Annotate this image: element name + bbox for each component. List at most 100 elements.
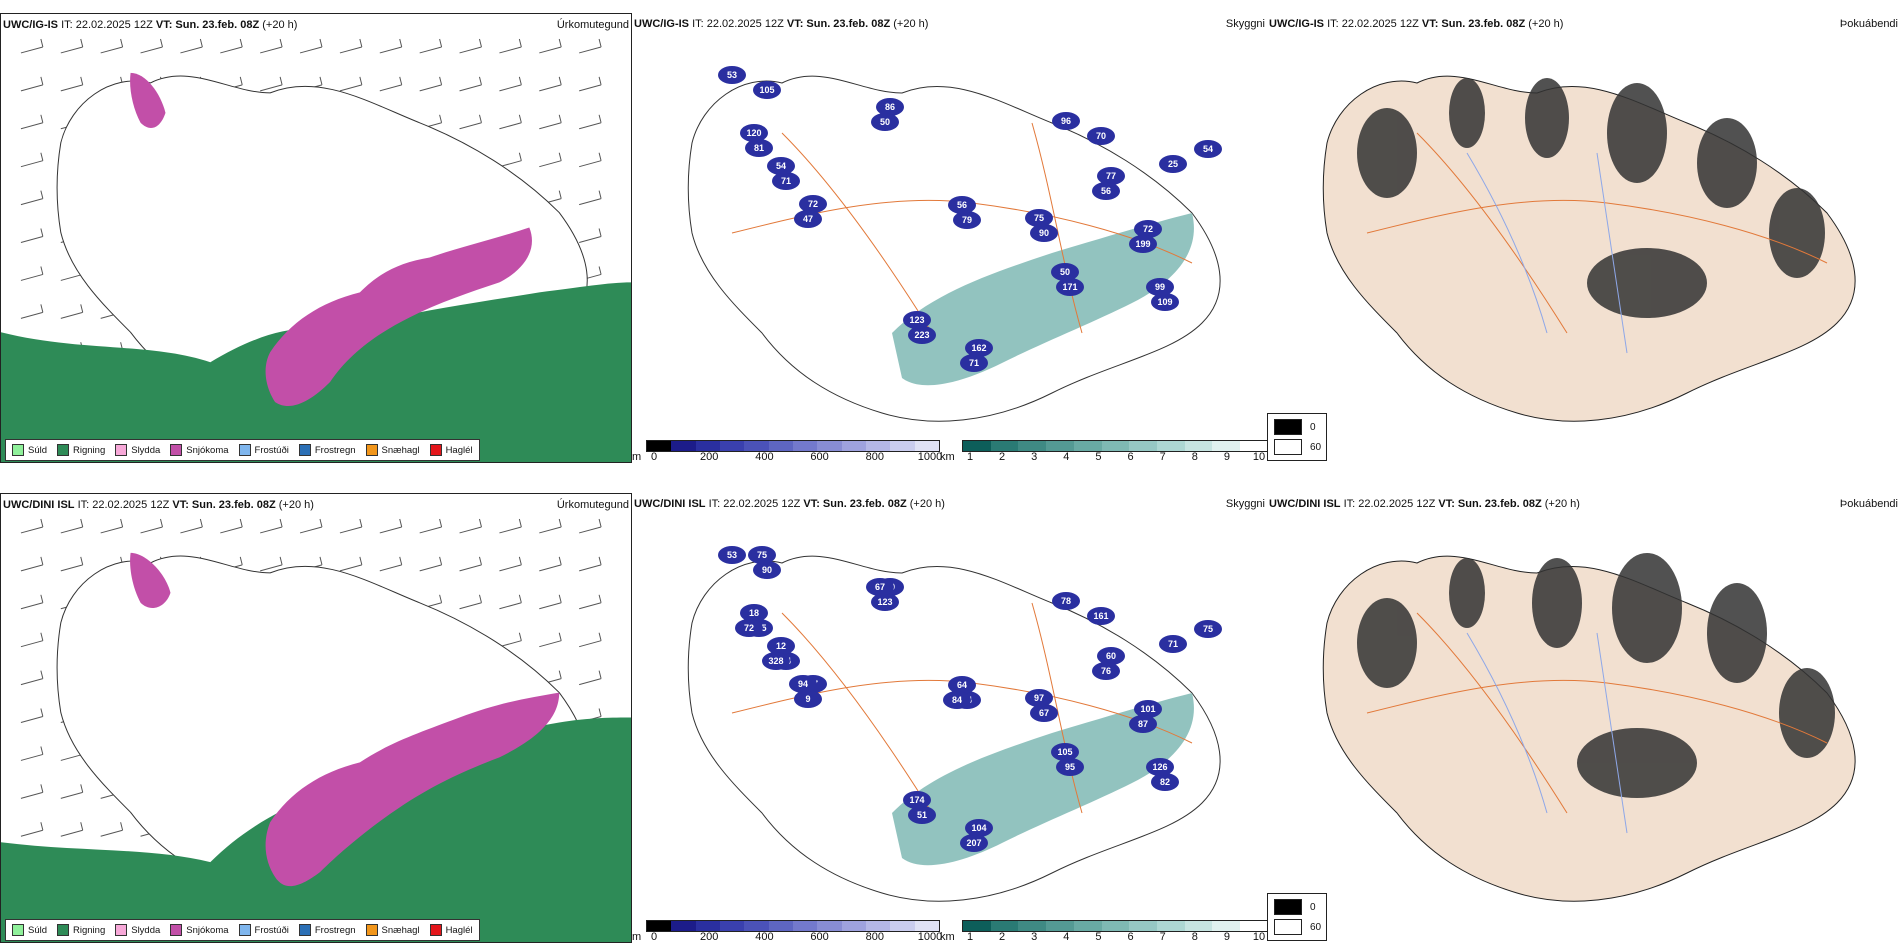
colorbar-cell bbox=[1073, 441, 1102, 451]
wind-barb bbox=[20, 228, 44, 243]
valid-time: VT: Sun. 23.feb. 08Z bbox=[155, 19, 260, 31]
wind-barb bbox=[339, 556, 363, 572]
colorbar-cell bbox=[817, 441, 842, 451]
valid-time: VT: Sun. 23.feb. 08Z bbox=[786, 18, 891, 30]
cloud-base-label: 161 bbox=[1093, 611, 1108, 621]
legend-item-4: Frostúði bbox=[238, 444, 289, 456]
wind-barb bbox=[539, 152, 562, 168]
colorbar-cell bbox=[1129, 441, 1158, 451]
wind-barb bbox=[60, 784, 84, 799]
colorbar-cell bbox=[841, 921, 866, 931]
wind-barb bbox=[539, 38, 562, 54]
wind-barb bbox=[419, 76, 443, 92]
cloud-base-label: 95 bbox=[1065, 762, 1075, 772]
precip-type-map bbox=[1, 33, 631, 462]
wind-barb bbox=[20, 784, 44, 799]
colorbar-cell bbox=[671, 441, 696, 451]
cloud-core bbox=[1056, 758, 1084, 776]
colorbar-tick-label: 3 bbox=[1031, 931, 1038, 943]
legend-swatch bbox=[12, 924, 24, 936]
legend-label: Snæhagl bbox=[381, 924, 420, 936]
cloud-core bbox=[1056, 278, 1084, 296]
fog-index-legend: 0 60 bbox=[1267, 893, 1327, 941]
wind-barb bbox=[20, 594, 44, 610]
cloud-base-label: 50 bbox=[880, 117, 890, 127]
legend-item-1: Rigning bbox=[57, 444, 105, 456]
wind-barb bbox=[539, 518, 562, 534]
cloud-core bbox=[1194, 620, 1222, 638]
precip-type-legend: Súld Rigning Slydda Snjókoma Frostúði Frostre… bbox=[5, 919, 480, 941]
model-name: UWC/DINI ISL bbox=[3, 499, 75, 511]
colorbar-tick-label: 200 bbox=[700, 451, 719, 463]
wind-barb bbox=[20, 556, 44, 572]
fog-legend-value: 60 bbox=[1310, 921, 1322, 933]
panel-title: Þokuábendi bbox=[1839, 498, 1898, 510]
snow-area bbox=[265, 227, 532, 407]
legend-swatch bbox=[170, 444, 183, 456]
lead-time: (+20 h) bbox=[893, 18, 929, 30]
cloud-core bbox=[908, 806, 936, 824]
colorbar-cell bbox=[990, 921, 1019, 931]
wind-barb bbox=[20, 822, 44, 837]
wind-barb bbox=[499, 38, 522, 54]
colorbar-cell bbox=[744, 921, 769, 931]
legend-swatch bbox=[170, 924, 183, 936]
legend-item-3: Snjókoma bbox=[170, 924, 229, 936]
wind-barb bbox=[419, 556, 443, 572]
precip-type-legend: Súld Rigning Slydda Snjókoma Frostúði Frostre… bbox=[5, 439, 480, 461]
wind-barb bbox=[100, 822, 124, 837]
wind-barb bbox=[100, 518, 124, 534]
wind-barb bbox=[499, 76, 522, 92]
colorbar-cell bbox=[1157, 441, 1185, 451]
cloud-core bbox=[748, 546, 776, 564]
legend-swatch bbox=[115, 444, 128, 456]
legend-swatch bbox=[12, 444, 24, 456]
model-name: UWC/DINI ISL bbox=[1269, 498, 1341, 510]
low-visibility-area bbox=[892, 693, 1194, 866]
cloud-core bbox=[1129, 235, 1157, 253]
legend-swatch bbox=[238, 444, 251, 456]
cloud-core bbox=[943, 691, 971, 709]
cloud-base-label: 79 bbox=[962, 215, 972, 225]
colorbar-cell bbox=[1101, 441, 1130, 451]
valid-time: VT: Sun. 23.feb. 08Z bbox=[1438, 498, 1542, 510]
legend-item-5: Frostregn bbox=[298, 924, 356, 936]
colorbar-cell bbox=[695, 441, 720, 451]
cloud-base-label: 12 bbox=[776, 641, 786, 651]
wind-barb bbox=[20, 38, 44, 54]
cloud-base-label: 75 bbox=[1203, 624, 1213, 634]
cloud-base-label: 67 bbox=[1039, 708, 1049, 718]
wind-barb bbox=[260, 76, 283, 92]
panel-title: Úrkomutegund bbox=[556, 19, 629, 31]
wind-barb bbox=[579, 190, 602, 206]
cloud-core bbox=[767, 157, 795, 175]
cloud-core bbox=[866, 578, 894, 596]
colorbar-tick-label: 400 bbox=[755, 451, 774, 463]
wind-barb bbox=[579, 228, 602, 243]
cloud-core bbox=[1092, 182, 1120, 200]
cloud-core bbox=[740, 124, 768, 142]
cloud-core bbox=[1129, 715, 1157, 733]
colorbar-cell bbox=[865, 921, 891, 931]
cloud-base-label: 77 bbox=[1106, 171, 1116, 181]
panel-title: Úrkomutegund bbox=[556, 499, 629, 511]
wind-barb bbox=[20, 670, 44, 686]
cloud-core bbox=[1097, 167, 1125, 185]
colorbar-tick-label: 0 bbox=[650, 451, 658, 463]
wind-barb bbox=[20, 266, 44, 281]
cloud-base-label: 207 bbox=[966, 838, 981, 848]
lead-time: (+20 h) bbox=[1528, 18, 1564, 30]
cloud-base-unit: m bbox=[632, 451, 642, 463]
colorbar-cell bbox=[963, 441, 991, 451]
cloud-base-label: 71 bbox=[781, 176, 791, 186]
cloud-base-label: 101 bbox=[1140, 704, 1155, 714]
wind-barb bbox=[339, 76, 363, 92]
cloud-core bbox=[718, 66, 746, 84]
cloud-base-colorbar: m 0 200 400 600 800 1000 bbox=[632, 440, 942, 468]
wind-barb bbox=[260, 556, 283, 572]
wind-barb bbox=[100, 38, 124, 54]
cloud-base-label: 54 bbox=[776, 161, 786, 171]
cloud-base-label: 90 bbox=[1039, 228, 1049, 238]
cloud-base-label: 51 bbox=[917, 810, 927, 820]
wind-barb bbox=[220, 518, 243, 534]
